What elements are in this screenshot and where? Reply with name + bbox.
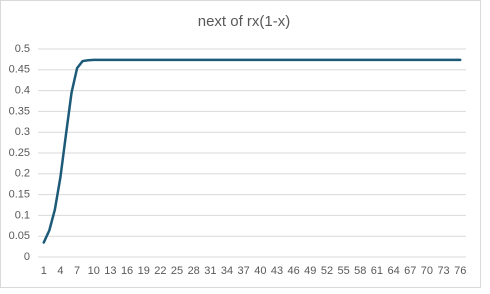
x-tick-label: 22 (154, 265, 166, 277)
x-tick-label: 37 (238, 265, 250, 277)
x-tick-label: 67 (404, 265, 416, 277)
x-tick-label: 28 (188, 265, 200, 277)
x-tick-label: 76 (454, 265, 466, 277)
x-tick-label: 55 (337, 265, 349, 277)
x-tick-label: 43 (271, 265, 283, 277)
x-tick-label: 1 (41, 265, 47, 277)
y-tick-label: 0.45 (9, 64, 30, 76)
x-tick-label: 61 (371, 265, 383, 277)
x-tick-label: 73 (437, 265, 449, 277)
y-tick-label: 0.05 (9, 230, 30, 242)
x-tick-label: 40 (254, 265, 266, 277)
y-tick-label: 0.35 (9, 105, 30, 117)
y-tick-label: 0.1 (15, 209, 30, 221)
x-tick-label: 31 (204, 265, 216, 277)
line-series (42, 58, 462, 244)
y-tick-label: 0.15 (9, 189, 30, 201)
y-tick-label: 0.4 (15, 85, 30, 97)
x-tick-label: 34 (221, 265, 233, 277)
x-tick-label: 7 (74, 265, 80, 277)
x-tick-label: 25 (171, 265, 183, 277)
x-tick-label: 10 (88, 265, 100, 277)
chart-title: next of rx(1-x) (198, 13, 291, 30)
x-tick-label: 16 (121, 265, 133, 277)
y-tick-label: 0 (24, 251, 30, 263)
y-tick-label: 0.3 (15, 126, 30, 138)
y-tick-label: 0.5 (15, 43, 30, 55)
x-tick-label: 58 (354, 265, 366, 277)
x-tick-label: 19 (138, 265, 150, 277)
x-tick-label: 46 (288, 265, 300, 277)
x-tick-label: 13 (104, 265, 116, 277)
x-tick-label: 70 (421, 265, 433, 277)
y-tick-label: 0.2 (15, 168, 30, 180)
x-tick-label: 49 (304, 265, 316, 277)
chart-border (0, 0, 481, 288)
x-tick-label: 64 (387, 265, 399, 277)
y-tick-label: 0.25 (9, 147, 30, 159)
x-tick-label: 4 (57, 265, 63, 277)
x-tick-label: 52 (321, 265, 333, 277)
